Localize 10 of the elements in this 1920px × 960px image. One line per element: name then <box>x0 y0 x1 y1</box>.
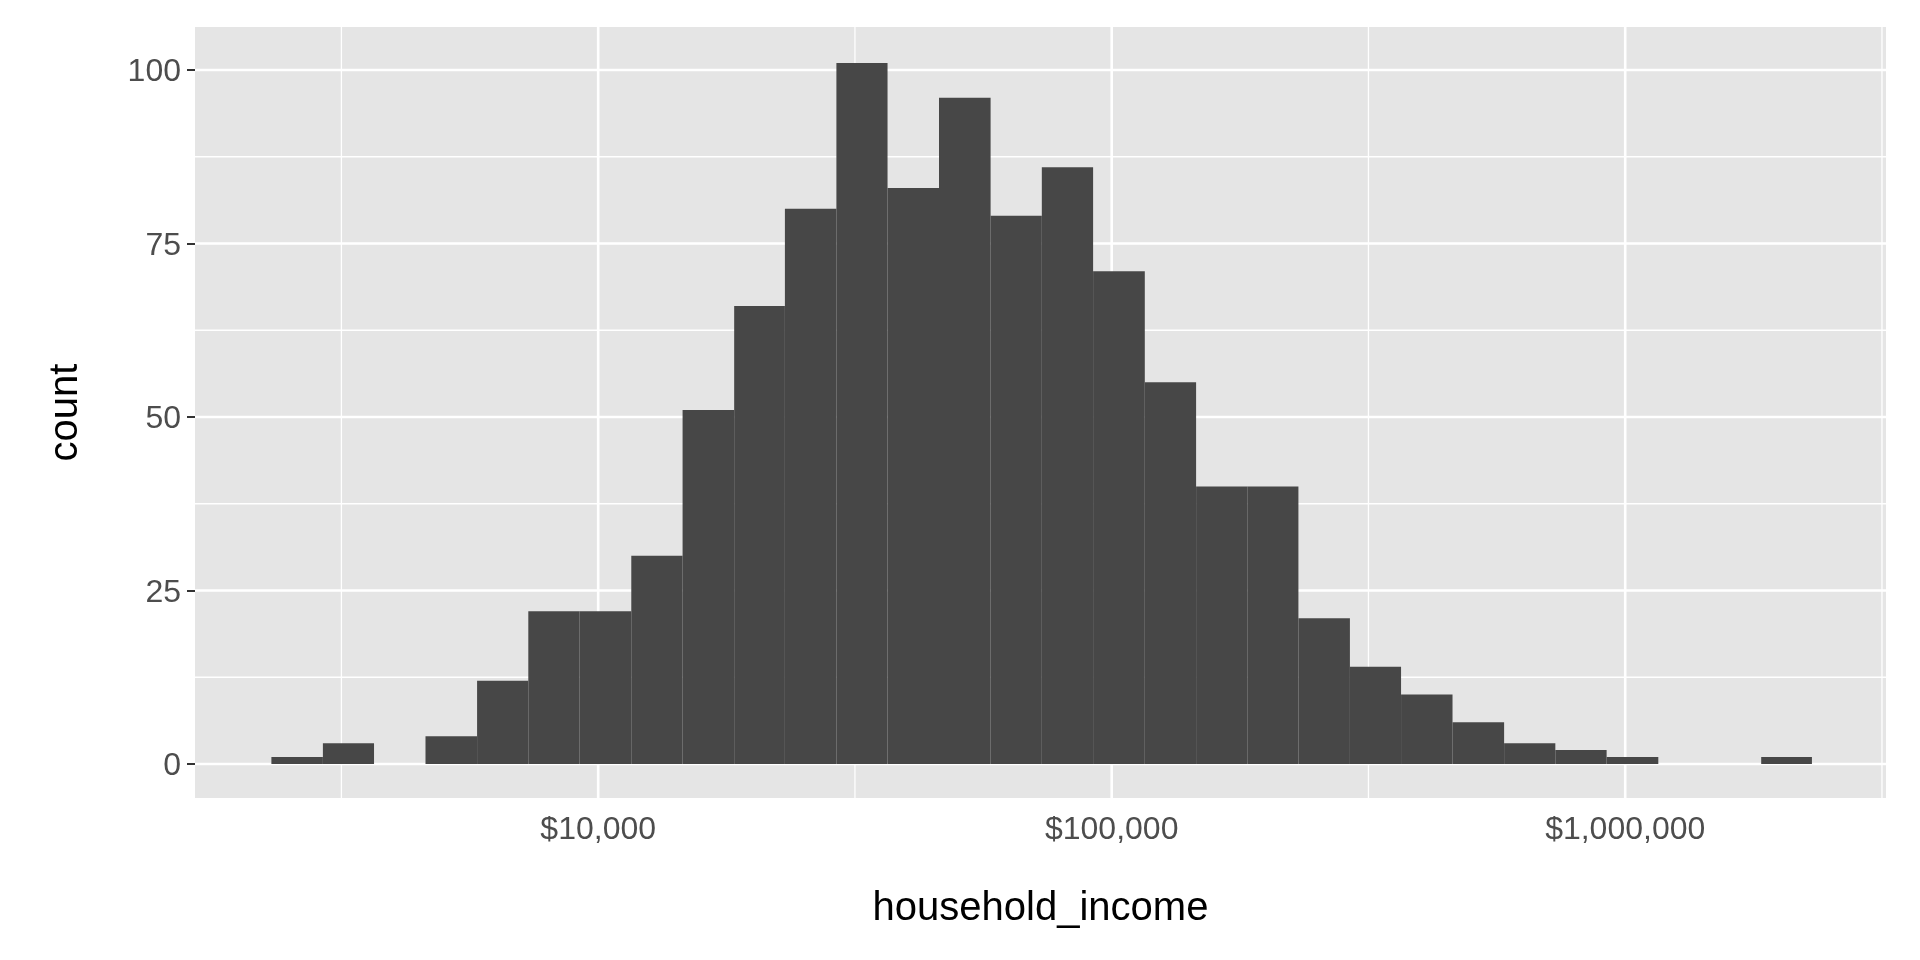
x-axis-title: household_income <box>872 884 1209 928</box>
x-tick-label: $100,000 <box>1044 810 1179 846</box>
x-tick-label: $1,000,000 <box>1545 810 1706 846</box>
x-tick-label: $10,000 <box>540 810 657 846</box>
y-tick-label: 75 <box>145 225 181 262</box>
y-tick-label: 50 <box>145 399 181 436</box>
y-tick-label: 100 <box>127 52 181 89</box>
y-tick-label: 25 <box>145 572 181 609</box>
y-tick-label: 0 <box>163 746 181 782</box>
y-axis-title: count <box>41 363 85 462</box>
